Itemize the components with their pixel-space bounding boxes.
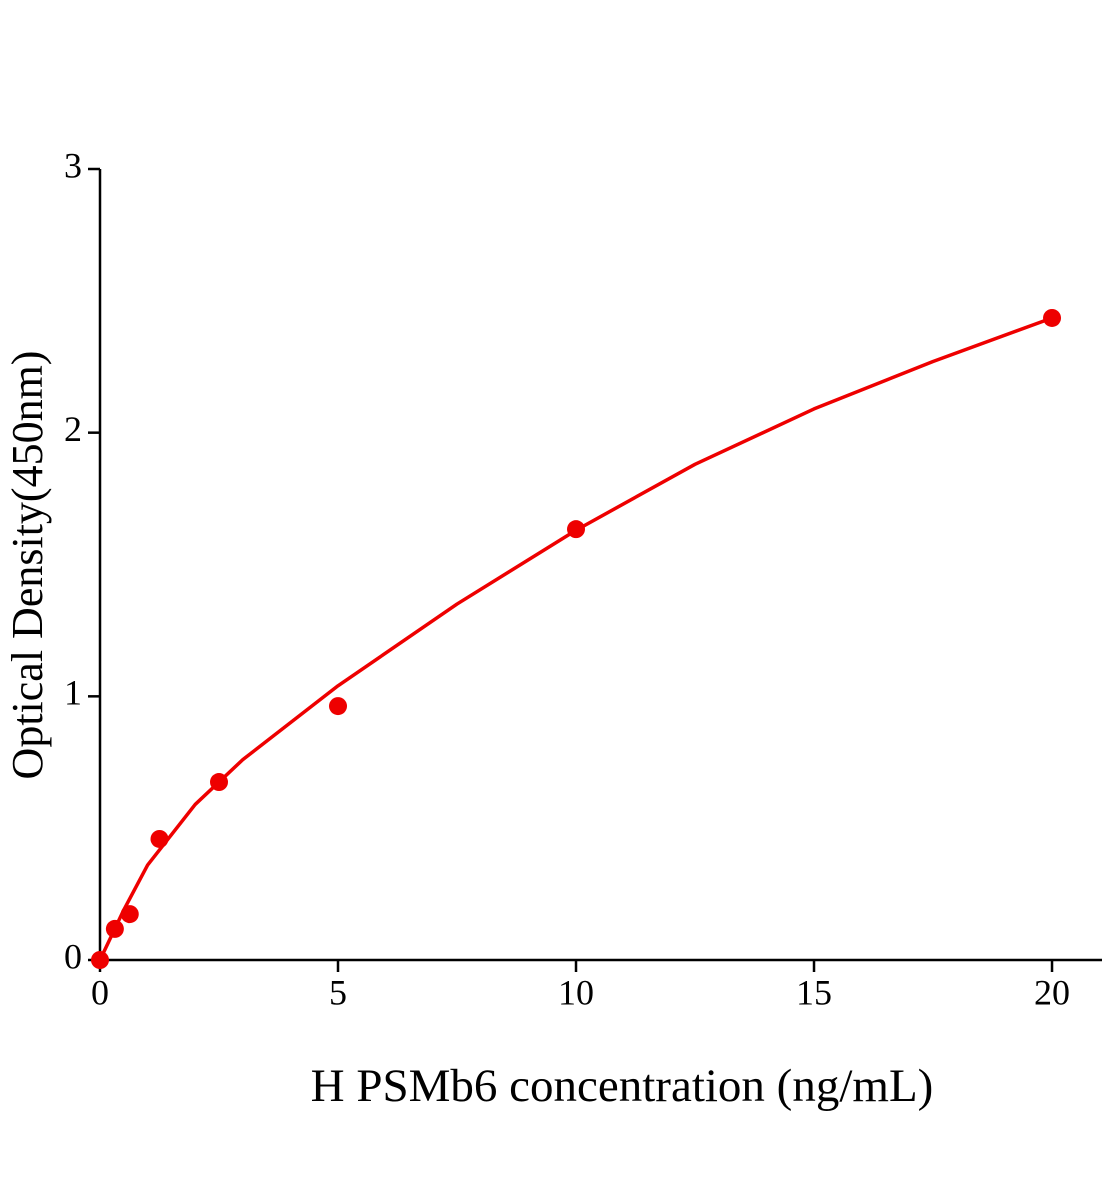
y-axis-title: Optical Density(450nm) bbox=[3, 351, 52, 780]
x-tick-label: 0 bbox=[91, 972, 109, 1012]
x-axis-title: H PSMb6 concentration (ng/mL) bbox=[311, 1060, 934, 1112]
data-point bbox=[329, 697, 348, 716]
y-tick-label: 3 bbox=[64, 145, 82, 185]
x-tick-label: 15 bbox=[796, 972, 832, 1012]
x-tick-label: 10 bbox=[558, 972, 594, 1012]
y-tick-label: 2 bbox=[64, 409, 82, 449]
y-tick-label: 0 bbox=[64, 936, 82, 976]
fit-curve bbox=[98, 316, 1053, 961]
data-point bbox=[150, 829, 169, 848]
x-tick-label: 5 bbox=[329, 972, 347, 1012]
x-tick-label: 20 bbox=[1034, 972, 1070, 1012]
y-tick-label: 1 bbox=[64, 673, 82, 713]
